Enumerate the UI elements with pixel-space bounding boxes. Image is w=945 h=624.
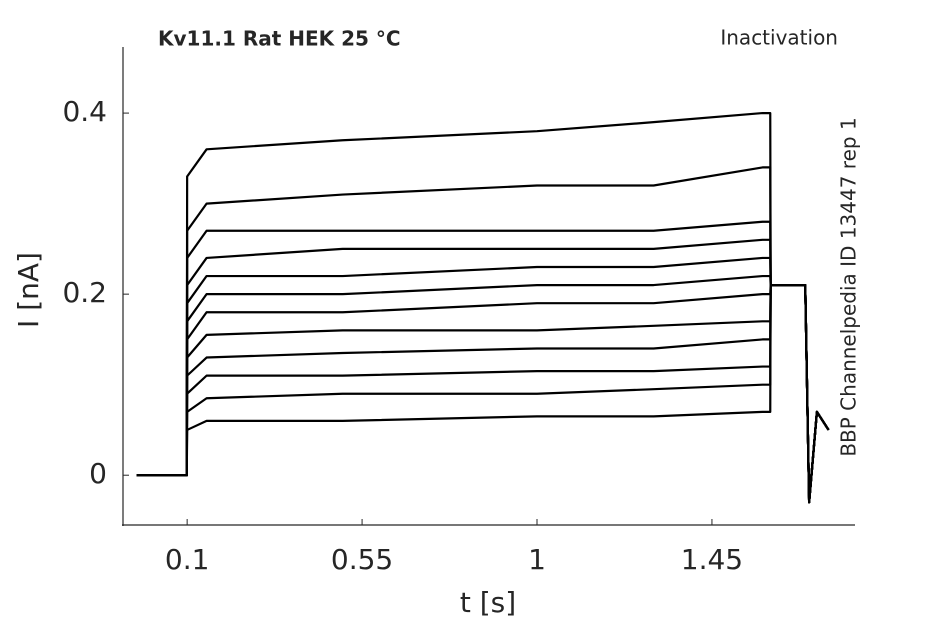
trace (136, 111, 830, 504)
x-tick-label: 1.45 (681, 543, 743, 576)
trace (136, 274, 830, 504)
x-tick-label: 0.1 (165, 543, 210, 576)
trace (136, 283, 830, 504)
y-tick-label: 0 (89, 457, 107, 490)
trace (136, 283, 830, 504)
y-axis-label: I [nA] (12, 252, 45, 328)
trace (136, 220, 830, 504)
x-axis-label: t [s] (460, 586, 516, 619)
trace (136, 166, 830, 504)
chart-title: Kv11.1 Rat HEK 25 °C (158, 27, 401, 51)
y-tick-label: 0.2 (62, 276, 107, 309)
annotation: Inactivation (720, 26, 838, 50)
y-tick-label: 0.4 (62, 95, 107, 128)
side-text: BBP Channelpedia ID 13447 rep 1 (837, 117, 861, 456)
x-tick-label: 0.55 (331, 543, 393, 576)
x-tick-label: 1 (528, 543, 546, 576)
